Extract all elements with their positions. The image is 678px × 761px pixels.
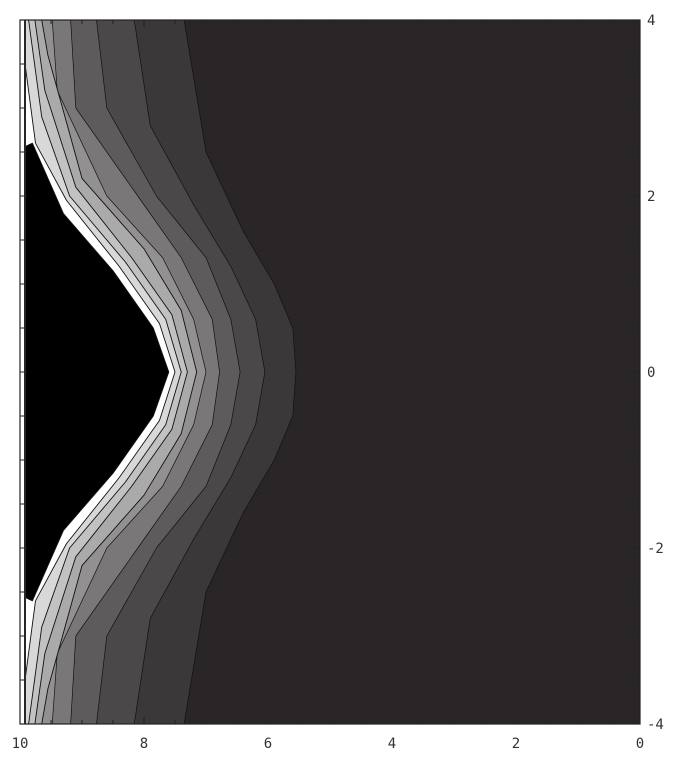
contour-region-level-10 (24, 142, 170, 602)
axis-ticks (19, 19, 641, 725)
y-tick-label: -4 (647, 717, 664, 733)
y-tick-label: -2 (647, 541, 664, 557)
y-tick-label: 0 (647, 365, 655, 381)
y-axis-tick-labels: 4 2 0 -2 -4 (647, 13, 664, 733)
x-tick-label: 0 (636, 736, 644, 752)
x-tick-label: 8 (140, 736, 148, 752)
plot-area (24, 20, 640, 724)
x-axis-tick-labels: 10 8 6 4 2 0 (12, 736, 645, 752)
y-tick-label: 4 (647, 13, 655, 29)
x-tick-label: 2 (512, 736, 520, 752)
x-tick-label: 10 (12, 736, 29, 752)
x-tick-label: 6 (264, 736, 272, 752)
y-tick-label: 2 (647, 189, 655, 205)
x-tick-label: 4 (388, 736, 396, 752)
